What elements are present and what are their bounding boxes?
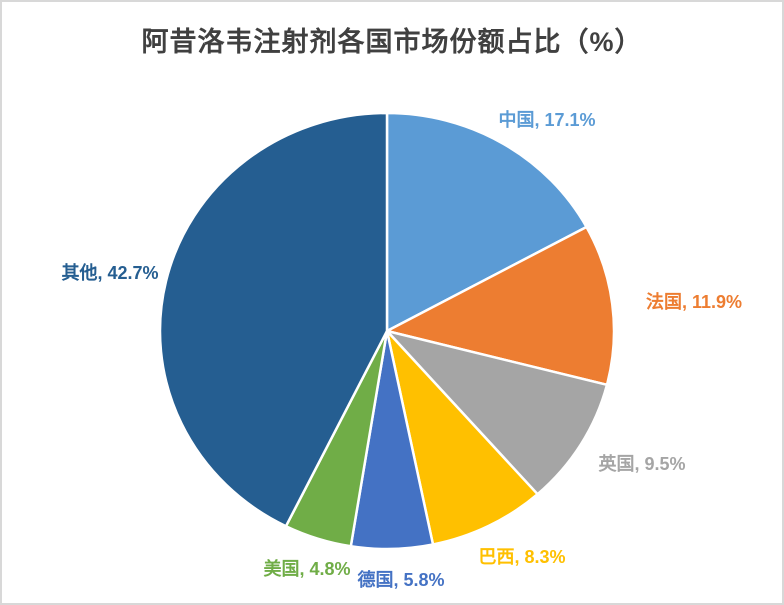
pie-slice-0 bbox=[385, 111, 588, 333]
pie-slice-6 bbox=[158, 111, 389, 528]
pie-slice-label-4: 德国, 5.8% bbox=[357, 570, 445, 590]
pie-slice-label-2: 英国, 9.5% bbox=[598, 454, 686, 474]
pie-slice-2 bbox=[385, 329, 609, 496]
pie-slice-label-6: 其他, 42.7% bbox=[61, 263, 159, 283]
chart-title: 阿昔洛韦注射剂各国市场份额占比（%） bbox=[141, 27, 643, 57]
pie-slice-label-1: 法国, 11.9% bbox=[645, 292, 743, 312]
pie-slice-1 bbox=[385, 225, 616, 387]
pie-slice-label-0: 中国, 17.1% bbox=[498, 110, 596, 130]
pie-slice-3 bbox=[385, 329, 539, 546]
pie-slice-label-5: 美国, 4.8% bbox=[263, 559, 351, 579]
pie-slice-label-3: 巴西, 8.3% bbox=[478, 547, 566, 567]
